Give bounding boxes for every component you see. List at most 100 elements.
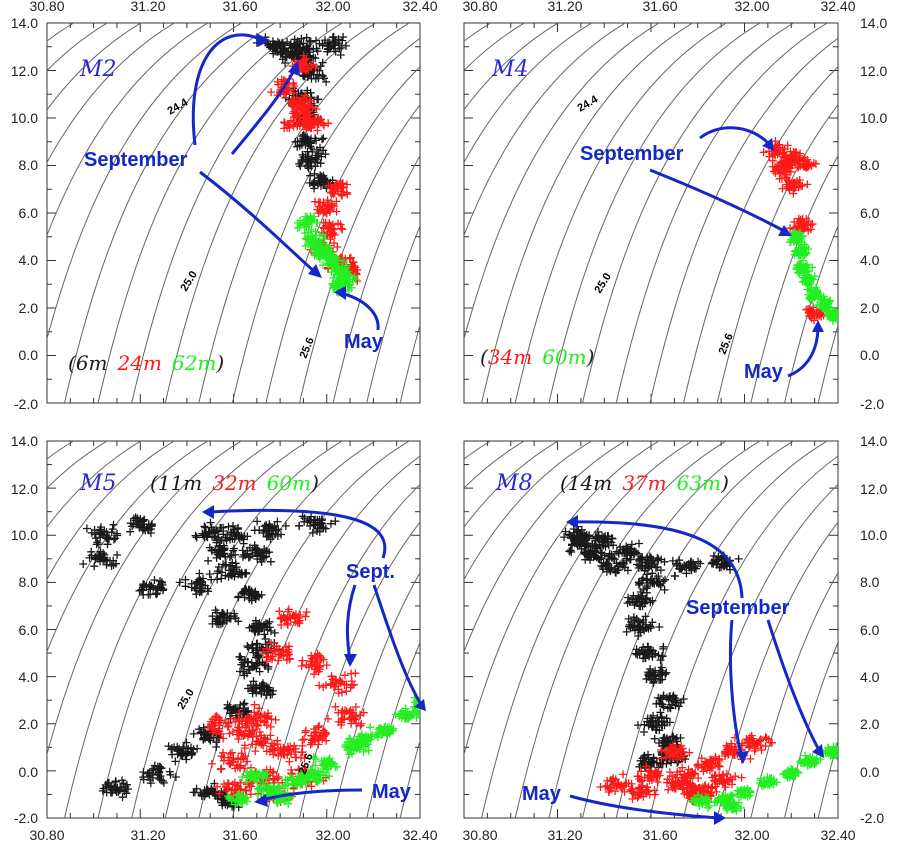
data-point [622, 779, 631, 788]
m8-legend-open: ( [560, 471, 569, 495]
data-point [298, 512, 307, 521]
data-point [285, 654, 294, 663]
data-point [110, 782, 118, 791]
data-point [283, 750, 292, 759]
y-tick-right-top-4: 4.0 [860, 252, 880, 268]
data-point [318, 202, 327, 211]
data-point [632, 615, 641, 623]
data-point [306, 522, 315, 530]
data-point [204, 722, 212, 731]
x-tick-bottom-right-2: 31.60 [642, 827, 677, 843]
data-point [246, 552, 255, 561]
data-point [646, 760, 655, 769]
data-point [238, 546, 247, 555]
data-point [386, 726, 395, 735]
data-point [833, 315, 838, 324]
data-point [305, 773, 314, 782]
data-point [317, 152, 326, 161]
data-point [337, 688, 346, 697]
data-point [234, 617, 243, 626]
data-point [101, 780, 110, 789]
data-point [697, 754, 706, 763]
data-point [679, 695, 688, 703]
data-point [244, 553, 253, 562]
annotation-arrows [191, 33, 822, 820]
m2-legend-depth-3: 62m [172, 351, 216, 375]
data-point [304, 158, 313, 166]
data-point [255, 683, 264, 692]
data-point [633, 772, 642, 781]
data-point [708, 773, 717, 782]
data-point [761, 742, 770, 751]
data-point [632, 548, 641, 557]
m5-arrow-sept-top [209, 508, 387, 559]
m8-panel [463, 440, 839, 819]
data-point [782, 173, 791, 182]
data-point [327, 201, 336, 210]
m5-isopycnal-curve [366, 641, 420, 818]
data-point [235, 653, 244, 661]
data-point [301, 212, 310, 221]
m5-arrow-may [261, 788, 363, 802]
data-point [305, 96, 314, 105]
m5-arrow-sept-low [372, 584, 424, 707]
m5-isopycnal-curve [47, 441, 176, 581]
data-point [727, 791, 736, 800]
data-point [803, 180, 812, 189]
data-point [829, 312, 838, 321]
data-point [292, 100, 301, 109]
m2-isopycnal-curve [47, 23, 176, 164]
data-point [759, 148, 768, 157]
data-point [290, 612, 299, 621]
m2-annotation-may: May [344, 331, 384, 353]
y-tick-right-top-14: 14.0 [860, 15, 887, 31]
data-point [263, 652, 272, 661]
data-point [103, 532, 112, 541]
data-point [341, 270, 350, 279]
m4-arrowhead-1 [762, 138, 774, 151]
data-point [175, 578, 184, 587]
data-point [223, 792, 232, 801]
data-point [122, 789, 131, 798]
data-point [235, 724, 244, 732]
data-point [635, 539, 643, 548]
data-point [298, 736, 307, 744]
data-point [171, 757, 180, 766]
data-point [654, 579, 663, 588]
data-point [307, 139, 315, 148]
data-point [309, 179, 318, 188]
data-point [428, 698, 436, 706]
y-tick-left-bottom-10: 10.0 [11, 527, 38, 543]
data-point [806, 287, 815, 296]
data-point [656, 656, 665, 665]
data-point [361, 739, 370, 748]
data-point [338, 179, 347, 188]
data-point [726, 800, 735, 809]
data-point [699, 767, 708, 776]
data-point [673, 755, 682, 764]
x-tick-top-left-0: 30.80 [29, 0, 64, 14]
data-point [239, 667, 247, 676]
data-point [304, 228, 313, 236]
data-point [191, 531, 200, 540]
data-point [202, 528, 210, 537]
data-point [314, 114, 323, 123]
data-point [232, 563, 241, 572]
m4-legend-depth-2: 34m [488, 345, 532, 369]
data-point [228, 558, 237, 567]
m8-isopycnal-curve [683, 483, 838, 818]
data-point [270, 775, 279, 784]
data-point [262, 619, 271, 628]
data-point [273, 38, 282, 46]
data-point [314, 95, 323, 104]
data-point [591, 536, 600, 545]
data-point [721, 783, 730, 792]
data-point [307, 70, 316, 79]
y-tick-left-bottom-6: 6.0 [19, 622, 39, 638]
data-point [250, 700, 259, 709]
data-point [300, 121, 309, 130]
m5-arrowhead-3 [414, 699, 426, 711]
data-point [301, 137, 310, 146]
y-tick-right-bottom-2: 2.0 [860, 716, 880, 732]
data-point [196, 728, 205, 737]
